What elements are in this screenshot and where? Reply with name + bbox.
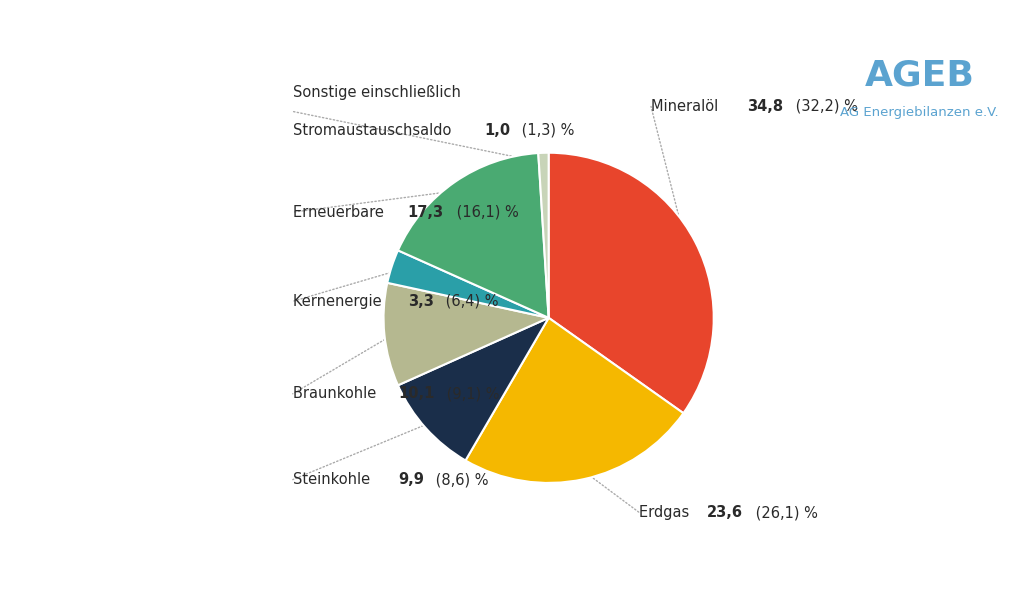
Text: (16,1) %: (16,1) % (452, 205, 518, 220)
Text: (26,1) %: (26,1) % (751, 505, 818, 520)
Text: Mineralöl: Mineralöl (651, 99, 722, 114)
Text: Braunkohle: Braunkohle (293, 386, 381, 401)
Text: (1,3) %: (1,3) % (517, 123, 575, 138)
Wedge shape (384, 283, 549, 385)
Text: 17,3: 17,3 (407, 205, 444, 220)
Text: Kernenergie: Kernenergie (293, 294, 386, 309)
Text: (8,6) %: (8,6) % (431, 472, 489, 487)
Text: AG Energiebilanzen e.V.: AG Energiebilanzen e.V. (840, 106, 999, 119)
Wedge shape (465, 318, 684, 483)
Text: Erneuerbare: Erneuerbare (293, 205, 388, 220)
Text: Stromaustauschsaldo: Stromaustauschsaldo (293, 123, 456, 138)
Text: Erdgas: Erdgas (639, 505, 694, 520)
Text: 23,6: 23,6 (706, 505, 743, 520)
Wedge shape (398, 153, 549, 318)
Text: (32,2) %: (32,2) % (790, 99, 858, 114)
Text: Sonstige einschließlich: Sonstige einschließlich (293, 85, 460, 100)
Text: (6,4) %: (6,4) % (441, 294, 498, 309)
Text: 3,3: 3,3 (407, 294, 434, 309)
Text: 9,9: 9,9 (398, 472, 424, 487)
Text: 10,1: 10,1 (398, 386, 435, 401)
Wedge shape (398, 318, 549, 461)
Wedge shape (387, 250, 549, 318)
Text: AGEB: AGEB (865, 59, 974, 93)
Wedge shape (549, 153, 713, 413)
Text: 1,0: 1,0 (485, 123, 510, 138)
Text: 34,8: 34,8 (747, 99, 783, 114)
Text: (9,1) %: (9,1) % (442, 386, 500, 401)
Wedge shape (538, 153, 549, 318)
Text: Steinkohle: Steinkohle (293, 472, 375, 487)
